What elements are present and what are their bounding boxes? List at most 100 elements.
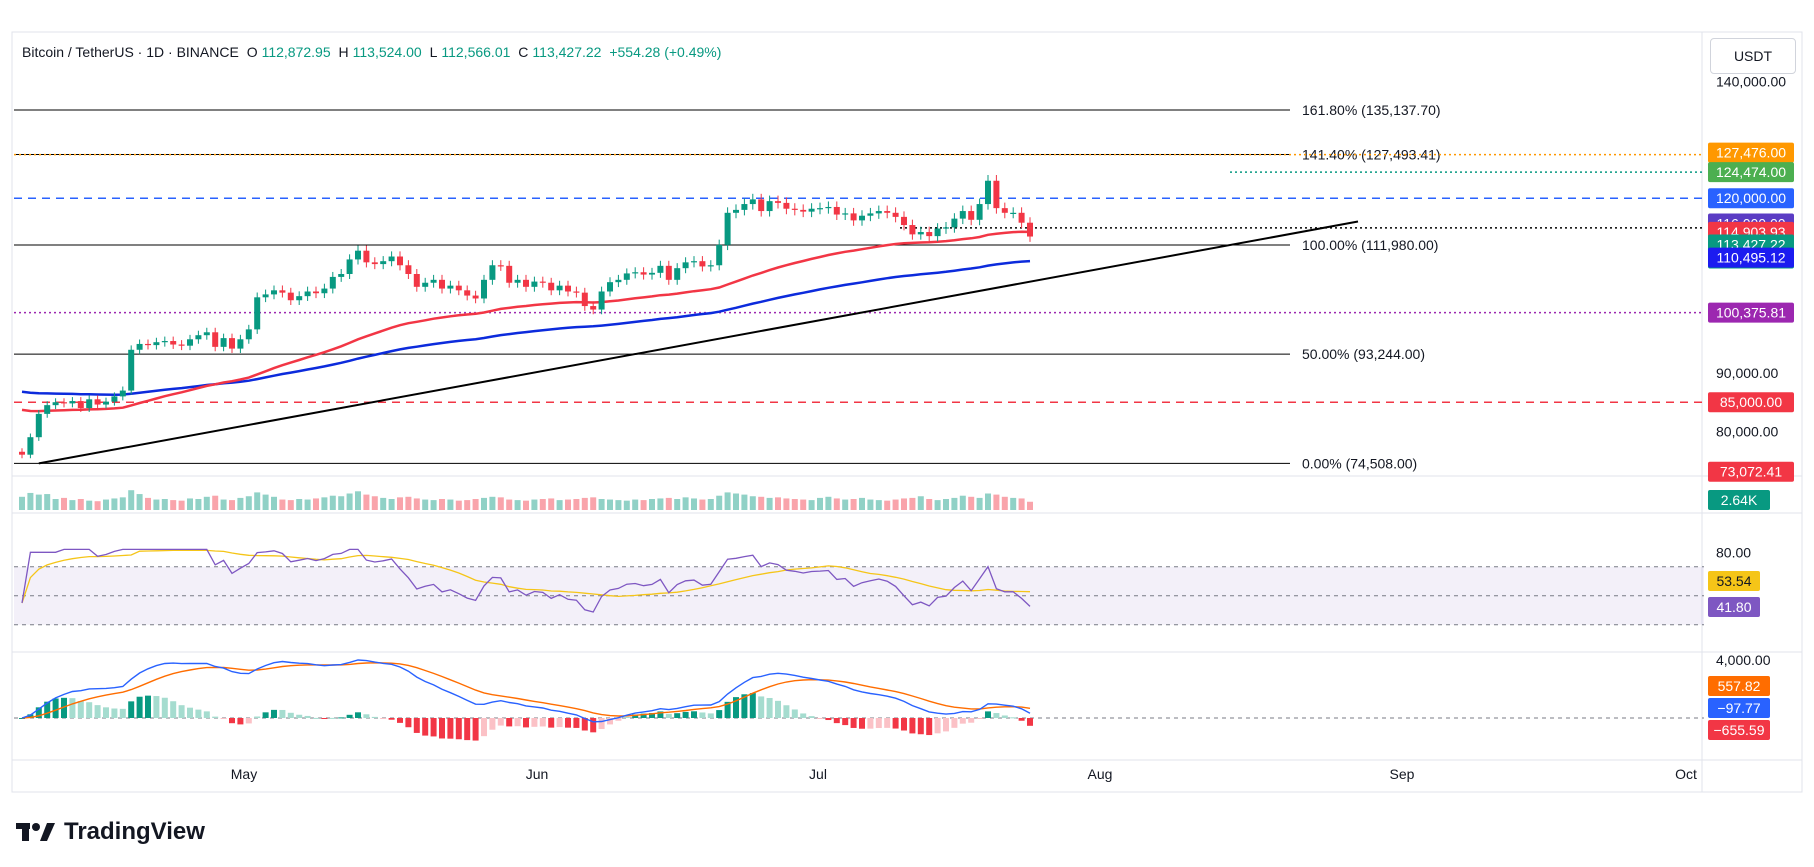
volume-bar <box>691 498 697 510</box>
macd-histogram-bar <box>665 713 672 718</box>
time-axis-tick: Oct <box>1675 766 1697 782</box>
macd-histogram-bar <box>514 718 521 727</box>
candle-body <box>35 413 42 438</box>
macd-histogram-bar <box>447 718 454 739</box>
macd-histogram-bar <box>439 718 445 739</box>
candle-body <box>691 261 697 263</box>
volume-bar <box>430 500 437 510</box>
volume-bar <box>623 500 630 510</box>
candle-body <box>136 343 143 350</box>
ema-100-line <box>21 259 1031 396</box>
candle-body <box>548 282 555 291</box>
macd-histogram-bar <box>607 718 613 725</box>
volume-bar <box>439 499 445 510</box>
volume-bar <box>61 497 67 510</box>
candle-body <box>657 265 664 273</box>
candle-body <box>397 256 403 266</box>
macd-histogram-bar <box>245 718 252 724</box>
candle-body <box>304 291 311 297</box>
volume-bar <box>52 499 59 510</box>
volume-bar <box>464 500 471 510</box>
macd-histogram-bar <box>1001 715 1008 718</box>
volume-bar <box>556 500 563 510</box>
candle-body <box>985 180 991 205</box>
volume-bar <box>539 499 546 510</box>
candle-body <box>170 341 177 345</box>
candle-body <box>346 259 353 274</box>
symbol-title[interactable]: Bitcoin / TetherUS · 1D · BINANCE <box>22 44 239 60</box>
candle-body <box>212 332 219 347</box>
candle-body <box>237 339 244 349</box>
price-tag-label: 73,072.41 <box>1720 464 1782 480</box>
macd-line <box>21 659 1031 723</box>
macd-histogram-bar <box>741 694 748 718</box>
price-tag <box>1708 142 1794 163</box>
volume-bar <box>791 499 798 510</box>
volume-bar <box>321 497 328 510</box>
price-tag-label: 110,495.12 <box>1716 250 1785 266</box>
volume-bar <box>892 499 899 510</box>
candle-body <box>262 294 269 298</box>
macd-histogram-bar <box>548 718 555 728</box>
candle-body <box>1010 212 1017 214</box>
candle-body <box>598 291 605 310</box>
candle-body <box>195 335 202 340</box>
macd-histogram-bar <box>1010 717 1017 719</box>
candle-body <box>968 211 975 220</box>
fib-level-label: 100.00% (111,980.00) <box>1302 237 1438 253</box>
candle-body <box>161 341 168 343</box>
candle-body <box>94 399 101 405</box>
rsi-tag <box>1708 571 1760 591</box>
macd-histogram-bar <box>187 707 193 718</box>
candle-body <box>245 329 252 340</box>
candle-body <box>145 343 151 346</box>
candle-body <box>430 279 437 283</box>
volume-bar <box>523 500 529 510</box>
volume-bar <box>901 498 907 510</box>
macd-histogram-bar <box>632 714 639 718</box>
volume-bar <box>665 497 672 510</box>
macd-histogram-bar <box>539 718 546 727</box>
macd-tag <box>1708 698 1770 718</box>
price-tag <box>1708 461 1794 482</box>
close-label: C <box>518 44 529 60</box>
ascending-trendline <box>38 220 1359 465</box>
candle-body <box>733 209 739 213</box>
macd-histogram-bar <box>489 718 496 730</box>
candle-body <box>355 250 361 260</box>
candle-body <box>27 437 34 455</box>
candle-body <box>380 261 387 265</box>
currency-button[interactable]: USDT <box>1710 38 1796 74</box>
candle-body <box>363 250 370 263</box>
macd-histogram-bar <box>842 718 849 726</box>
volume-bar <box>1010 497 1017 510</box>
price-tag <box>1708 302 1794 323</box>
candle-body <box>917 232 924 235</box>
macd-histogram-bar <box>791 709 798 718</box>
candle-body <box>472 295 479 299</box>
macd-histogram-bar <box>481 718 487 737</box>
macd-histogram-bar <box>119 708 126 718</box>
candle-body <box>44 405 51 414</box>
price-tag <box>1708 188 1794 209</box>
candle-body <box>640 272 647 275</box>
volume-bar <box>481 497 487 510</box>
candle-body <box>808 208 815 212</box>
tradingview-logo[interactable]: TradingView <box>16 818 205 846</box>
volume-bar <box>682 497 689 510</box>
candle-body <box>1018 212 1025 223</box>
fib-level-label: 161.80% (135,137.70) <box>1302 102 1441 118</box>
macd-histogram-bar <box>565 718 571 728</box>
volume-bar <box>44 494 51 510</box>
high-value: 113,524.00 <box>352 44 422 60</box>
macd-histogram-bar <box>699 712 706 718</box>
volume-bar <box>867 499 874 510</box>
candle-body <box>892 212 899 217</box>
open-value: 112,872.95 <box>261 44 331 60</box>
volume-bar <box>497 497 504 510</box>
volume-bar <box>741 494 748 510</box>
volume-bar <box>632 499 639 510</box>
candle-body <box>716 244 723 266</box>
macd-histogram-bar <box>346 714 353 718</box>
